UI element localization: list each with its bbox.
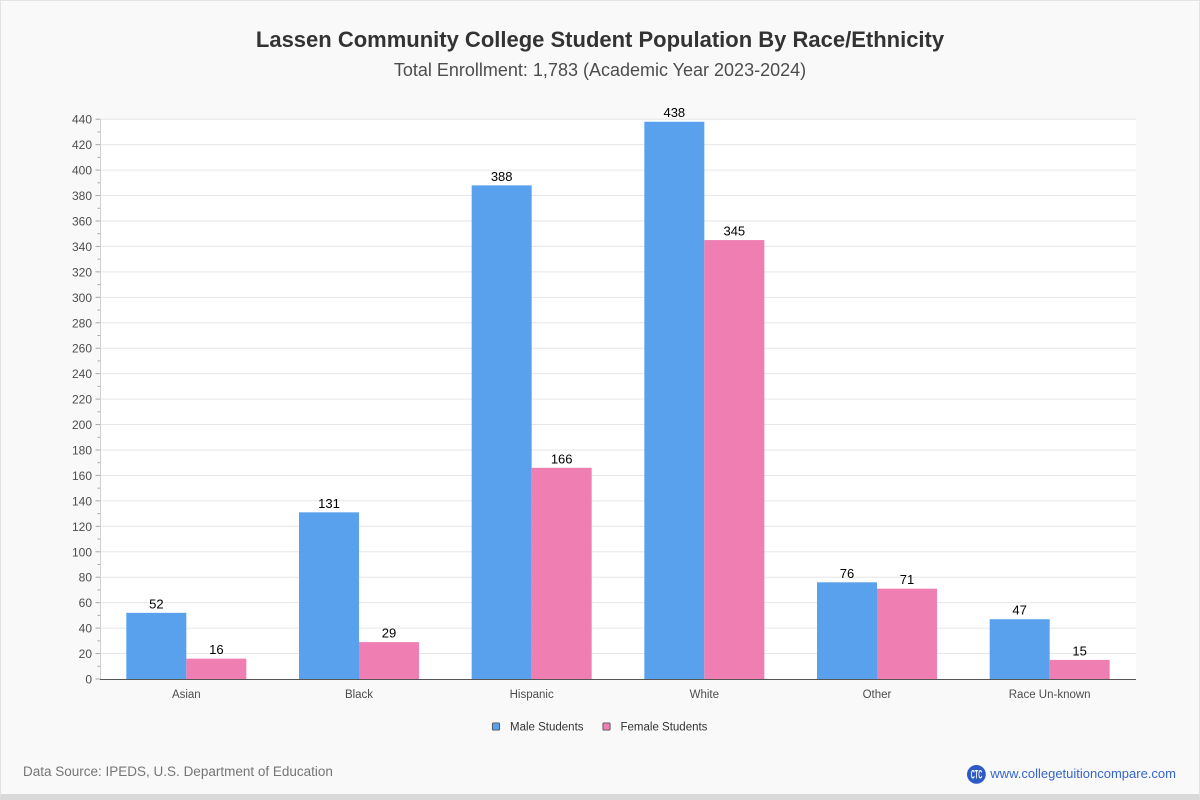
svg-text:20: 20 — [79, 647, 93, 661]
svg-text:180: 180 — [72, 443, 92, 457]
svg-text:47: 47 — [1012, 603, 1026, 618]
svg-text:260: 260 — [72, 342, 92, 356]
svg-text:Female Students: Female Students — [621, 722, 708, 734]
svg-text:Black: Black — [345, 689, 373, 701]
svg-text:160: 160 — [72, 469, 92, 483]
svg-text:166: 166 — [551, 451, 573, 466]
svg-text:Hispanic: Hispanic — [510, 689, 554, 701]
svg-text:360: 360 — [72, 214, 92, 228]
svg-text:60: 60 — [79, 596, 93, 610]
svg-text:40: 40 — [79, 622, 93, 636]
svg-text:380: 380 — [72, 189, 92, 203]
svg-text:100: 100 — [72, 545, 92, 559]
svg-text:Asian: Asian — [172, 689, 201, 701]
svg-text:29: 29 — [382, 626, 396, 641]
svg-text:340: 340 — [72, 240, 92, 254]
svg-text:Other: Other — [863, 689, 892, 701]
svg-text:131: 131 — [318, 496, 340, 511]
svg-text:240: 240 — [72, 367, 92, 381]
svg-text:440: 440 — [72, 113, 92, 127]
svg-text:White: White — [690, 689, 719, 701]
svg-text:300: 300 — [72, 291, 92, 305]
svg-text:0: 0 — [85, 673, 92, 687]
svg-text:420: 420 — [72, 138, 92, 152]
svg-text:220: 220 — [72, 393, 92, 407]
svg-text:16: 16 — [209, 642, 223, 657]
svg-text:400: 400 — [72, 164, 92, 178]
svg-text:52: 52 — [149, 596, 163, 611]
svg-text:Male Students: Male Students — [510, 722, 584, 734]
svg-text:280: 280 — [72, 316, 92, 330]
svg-text:320: 320 — [72, 265, 92, 279]
svg-text:CTC: CTC — [971, 768, 983, 782]
svg-text:438: 438 — [663, 105, 685, 120]
svg-text:76: 76 — [840, 566, 854, 581]
svg-text:120: 120 — [72, 520, 92, 534]
svg-text:71: 71 — [900, 572, 914, 587]
svg-text:80: 80 — [79, 571, 93, 585]
svg-text:345: 345 — [723, 224, 745, 239]
svg-text:Race Un-known: Race Un-known — [1009, 689, 1091, 701]
svg-text:15: 15 — [1072, 643, 1086, 658]
svg-text:388: 388 — [491, 169, 513, 184]
svg-text:200: 200 — [72, 418, 92, 432]
svg-text:140: 140 — [72, 494, 92, 508]
